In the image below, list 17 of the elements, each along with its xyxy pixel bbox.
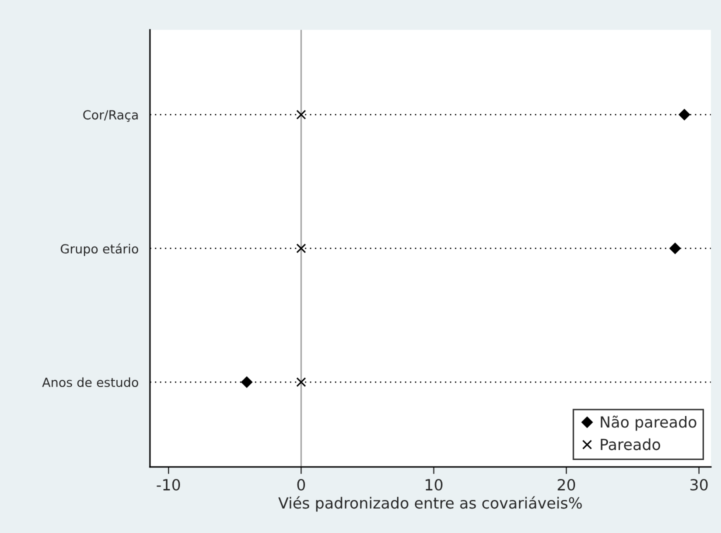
- point: [296, 110, 306, 120]
- x-axis-title: Viés padronizado entre as covariáveis%: [278, 496, 582, 512]
- point: [669, 242, 681, 254]
- x-tick-label: 30: [690, 478, 708, 491]
- point: [296, 377, 306, 387]
- x-tick-label: 10: [426, 478, 442, 491]
- x-tick-label: -10: [156, 478, 180, 491]
- y-tick-label: Anos de estudo: [42, 377, 138, 388]
- x-tick-label: 0: [297, 478, 305, 491]
- x-tick-label: 20: [558, 478, 576, 491]
- point: [296, 244, 306, 254]
- legend-label: Não pareado: [600, 416, 696, 431]
- point: [678, 109, 690, 120]
- legend-label: Pareado: [600, 438, 660, 450]
- point: [241, 376, 252, 388]
- y-tick-label: Cor/Raça: [83, 110, 138, 122]
- y-tick-label: Grupo etário: [60, 243, 138, 256]
